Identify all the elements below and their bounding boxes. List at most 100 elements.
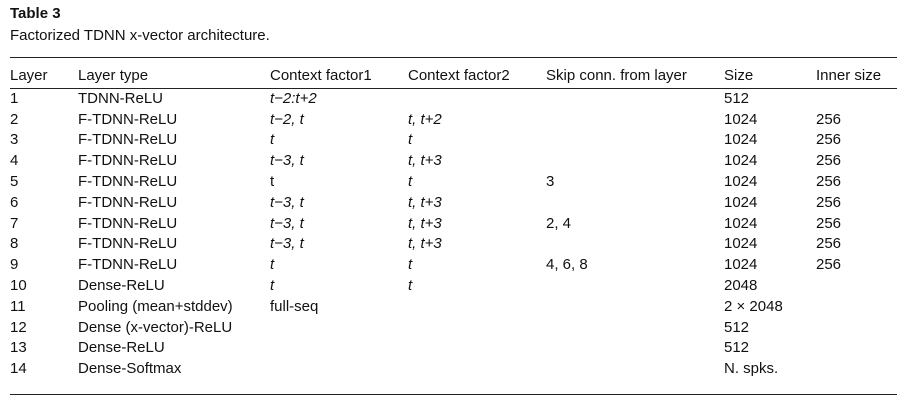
- table-cell: Dense-Softmax: [78, 360, 182, 378]
- table-row: 1 TDNN-ReLU t−2:t+2 512: [10, 88, 897, 109]
- table-cell: [546, 88, 724, 109]
- table-cell: t: [270, 173, 275, 191]
- table-cell: t: [408, 256, 413, 274]
- architecture-table: Layer Layer type Context factor1 Context fa…: [10, 62, 897, 379]
- table-cell: 9: [10, 256, 19, 274]
- table-cell: [270, 358, 408, 379]
- table-cell: [270, 338, 408, 359]
- table-cell: t: [270, 131, 275, 149]
- table-cell: 2048: [724, 277, 758, 295]
- table-cell: 3: [546, 173, 555, 191]
- table-row: 5 F-TDNN-ReLU t t 3 1024 256: [10, 171, 897, 192]
- table-cell: [408, 317, 546, 338]
- table-cell: 256: [816, 173, 842, 191]
- table-row: 12 Dense (x-vector)-ReLU 512: [10, 317, 897, 338]
- column-header: Inner size: [816, 66, 882, 84]
- table-cell: 13: [10, 339, 27, 357]
- table-cell: 11: [10, 297, 26, 315]
- table-row: 13 Dense-ReLU 512: [10, 338, 897, 359]
- table-row: 2 F-TDNN-ReLU t−2, t t, t+2 1024 256: [10, 109, 897, 130]
- table-cell: 256: [816, 256, 842, 274]
- table-cell: 7: [10, 214, 19, 232]
- table-cell: 1024: [724, 214, 758, 232]
- table-cell: 256: [816, 193, 842, 211]
- table-cell: 1024: [724, 173, 758, 191]
- table-cell: Dense (x-vector)-ReLU: [78, 318, 233, 336]
- table-cell: [546, 109, 724, 130]
- table-cell: F-TDNN-ReLU: [78, 152, 178, 170]
- column-header: Skip conn. from layer: [546, 66, 687, 84]
- table-cell: t: [408, 277, 413, 295]
- table-row: 6 F-TDNN-ReLU t−3, t t, t+3 1024 256: [10, 192, 897, 213]
- table-row: 11 Pooling (mean+stddev) full-seq 2 × 2048: [10, 296, 897, 317]
- table-cell: 1024: [724, 193, 758, 211]
- table-cell: 4, 6, 8: [546, 256, 588, 274]
- table-cell: [816, 88, 897, 109]
- column-header: Size: [724, 66, 754, 84]
- table-cell: 12: [10, 318, 27, 336]
- column-header: Layer: [10, 66, 48, 84]
- table-cell: 4: [10, 152, 19, 170]
- table-title: Table 3: [10, 5, 61, 22]
- table-cell: 256: [816, 110, 842, 128]
- table-cell: TDNN-ReLU: [78, 89, 164, 107]
- table-cell: t: [270, 277, 275, 295]
- table-cell: t−3, t: [270, 214, 304, 232]
- table-cell: F-TDNN-ReLU: [78, 110, 178, 128]
- table-cell: t−3, t: [270, 193, 304, 211]
- table-row: 4 F-TDNN-ReLU t−3, t t, t+3 1024 256: [10, 150, 897, 171]
- table-cell: 2: [10, 110, 19, 128]
- table-cell: [408, 358, 546, 379]
- table-cell: [546, 338, 724, 359]
- table-cell: Dense-ReLU: [78, 277, 165, 295]
- header-row: Layer Layer type Context factor1 Context fa…: [10, 62, 897, 88]
- table-cell: Pooling (mean+stddev): [78, 297, 233, 315]
- table-cell: t, t+3: [408, 214, 442, 232]
- table-cell: t−3, t: [270, 235, 304, 253]
- table-cell: F-TDNN-ReLU: [78, 131, 178, 149]
- table-cell: N. spks.: [724, 360, 779, 378]
- column-header: Context factor1: [270, 66, 372, 84]
- table-cell: [816, 275, 897, 296]
- table-cell: [816, 317, 897, 338]
- table-cell: F-TDNN-ReLU: [78, 256, 178, 274]
- table-cell: t−3, t: [270, 152, 304, 170]
- table-cell: F-TDNN-ReLU: [78, 193, 178, 211]
- table-cell: 1: [10, 89, 19, 107]
- table-cell: [816, 296, 897, 317]
- table-row: 7 F-TDNN-ReLU t−3, t t, t+3 2, 4 1024 256: [10, 213, 897, 234]
- table-cell: full-seq: [270, 297, 319, 315]
- table-cell: [546, 275, 724, 296]
- table-cell: 8: [10, 235, 19, 253]
- table-cell: [546, 192, 724, 213]
- table-cell: 6: [10, 193, 19, 211]
- table-cell: 1024: [724, 235, 758, 253]
- table-cell: F-TDNN-ReLU: [78, 214, 178, 232]
- table-cell: [816, 358, 897, 379]
- header-rule: [10, 88, 897, 89]
- table-cell: [546, 358, 724, 379]
- table-cell: 5: [10, 173, 19, 191]
- table-cell: 10: [10, 277, 27, 295]
- table-cell: t−2:t+2: [270, 89, 317, 107]
- table-cell: t: [408, 131, 413, 149]
- table-cell: 512: [724, 89, 750, 107]
- table-row: 9 F-TDNN-ReLU t t 4, 6, 8 1024 256: [10, 254, 897, 275]
- table-cell: t−2, t: [270, 110, 304, 128]
- table-cell: 512: [724, 339, 750, 357]
- table-cell: 2, 4: [546, 214, 572, 232]
- table-cell: t, t+3: [408, 152, 442, 170]
- table-row: 14 Dense-Softmax N. spks.: [10, 358, 897, 379]
- column-header: Context factor2: [408, 66, 510, 84]
- table-cell: t, t+3: [408, 193, 442, 211]
- table-cell: 3: [10, 131, 19, 149]
- table-cell: 2 × 2048: [724, 297, 783, 315]
- table-cell: F-TDNN-ReLU: [78, 235, 178, 253]
- table-cell: 1024: [724, 256, 758, 274]
- top-rule: [10, 57, 897, 58]
- table-cell: [546, 234, 724, 255]
- table-cell: t: [408, 173, 413, 191]
- table-cell: [408, 296, 546, 317]
- table-cell: [408, 338, 546, 359]
- table-cell: 1024: [724, 152, 758, 170]
